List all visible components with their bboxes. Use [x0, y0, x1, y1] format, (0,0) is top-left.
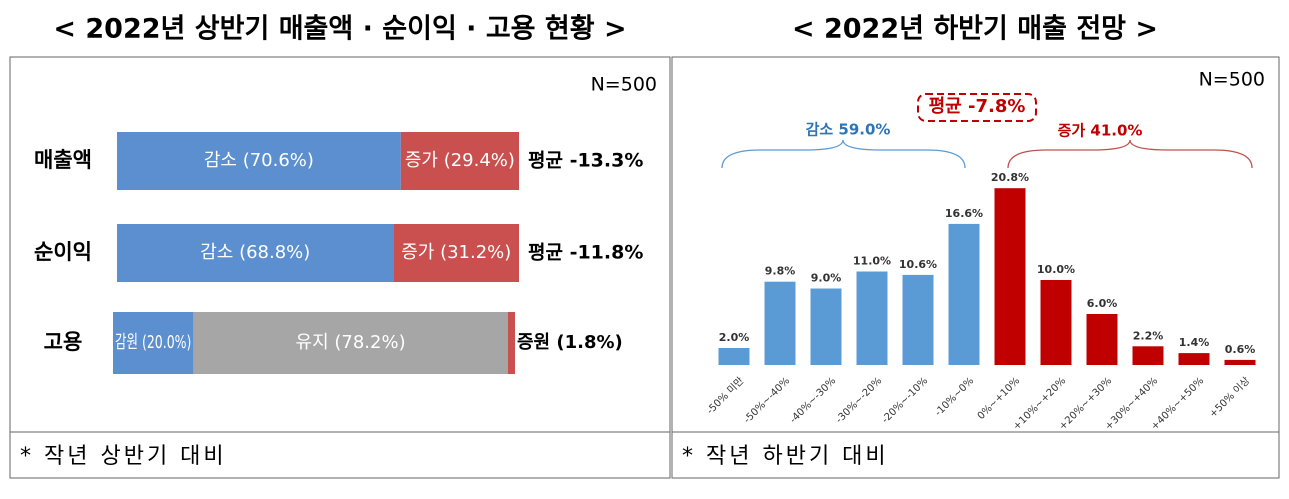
bar	[810, 288, 842, 365]
average-label: 평균 -13.3%	[528, 150, 643, 172]
value-label: 0.6%	[1225, 343, 1256, 356]
category-label: 고용	[44, 330, 83, 354]
x-tick-label: -20%~-10%	[880, 375, 930, 425]
average-box	[917, 93, 1037, 122]
bar-segment	[193, 312, 508, 374]
x-tick-label: -40%~-30%	[788, 375, 838, 425]
value-label: 20.8%	[991, 171, 1029, 184]
bar	[1224, 359, 1256, 365]
sample-note: N=500	[591, 74, 657, 96]
value-label: 2.2%	[1133, 329, 1164, 342]
value-label: 16.6%	[945, 207, 983, 220]
bar	[856, 271, 888, 365]
x-tick-label: +50% 이상	[1207, 375, 1252, 420]
x-tick-label: -50% 미만	[704, 375, 746, 417]
annotation: 감소 59.0%	[806, 121, 891, 139]
segment-label: 감원 (20.0%)	[115, 332, 191, 353]
bar	[1132, 346, 1164, 365]
left-title: < 2022년 상반기 매출액 · 순이익 · 고용 현황 >	[53, 14, 626, 45]
sample-note: N=500	[1199, 69, 1265, 91]
bar-segment	[507, 312, 515, 374]
segment-label: 감소 (70.6%)	[204, 150, 314, 171]
bar	[1178, 353, 1210, 365]
bar	[1086, 314, 1118, 365]
value-label: 11.0%	[853, 255, 891, 268]
value-label: 9.8%	[765, 265, 796, 278]
category-label: 매출액	[34, 148, 92, 172]
bar-segment	[117, 224, 394, 282]
bar	[994, 188, 1026, 365]
x-tick-label: -50%~-40%	[742, 375, 792, 425]
right-title: < 2022년 하반기 매출 전망 >	[792, 14, 1158, 45]
left-panel	[9, 56, 671, 479]
value-label: 1.4%	[1179, 336, 1210, 349]
decrease-brace	[721, 139, 966, 169]
bar-segment	[113, 312, 194, 374]
segment-label: 유지 (78.2%)	[296, 332, 406, 353]
average-label: 평균 -11.8%	[528, 242, 643, 264]
segment-label: 증가 (31.2%)	[401, 242, 511, 263]
bar-segment	[393, 224, 519, 282]
value-label: 10.0%	[1037, 263, 1075, 276]
segment-label: 증가 (29.4%)	[405, 150, 515, 171]
value-label: 6.0%	[1087, 297, 1118, 310]
bar	[902, 274, 934, 365]
x-tick-label: 0%~+10%	[976, 375, 1023, 422]
value-label: 10.6%	[899, 258, 937, 271]
category-label: 순이익	[34, 240, 92, 264]
bar-segment	[400, 132, 519, 190]
bar-segment	[117, 132, 401, 190]
increase-brace	[1007, 139, 1253, 169]
bar	[948, 223, 980, 365]
segment-label: 감소 (68.8%)	[200, 242, 310, 263]
right-panel	[671, 56, 1280, 479]
value-label: 9.0%	[811, 272, 842, 285]
segment-label: 증원 (1.8%)	[517, 332, 623, 353]
annotation: 평균 -7.8%	[929, 96, 1026, 117]
value-label: 2.0%	[719, 331, 750, 344]
bar	[764, 281, 796, 365]
bar	[1040, 280, 1072, 365]
footnote: * 작년 상반기 대비	[20, 444, 227, 469]
annotation: 증가 41.0%	[1058, 122, 1143, 140]
footnote: * 작년 하반기 대비	[682, 444, 889, 469]
bar	[718, 348, 750, 365]
x-tick-label: -10%~0%	[933, 375, 976, 418]
x-tick-label: -30%~-20%	[834, 375, 884, 425]
